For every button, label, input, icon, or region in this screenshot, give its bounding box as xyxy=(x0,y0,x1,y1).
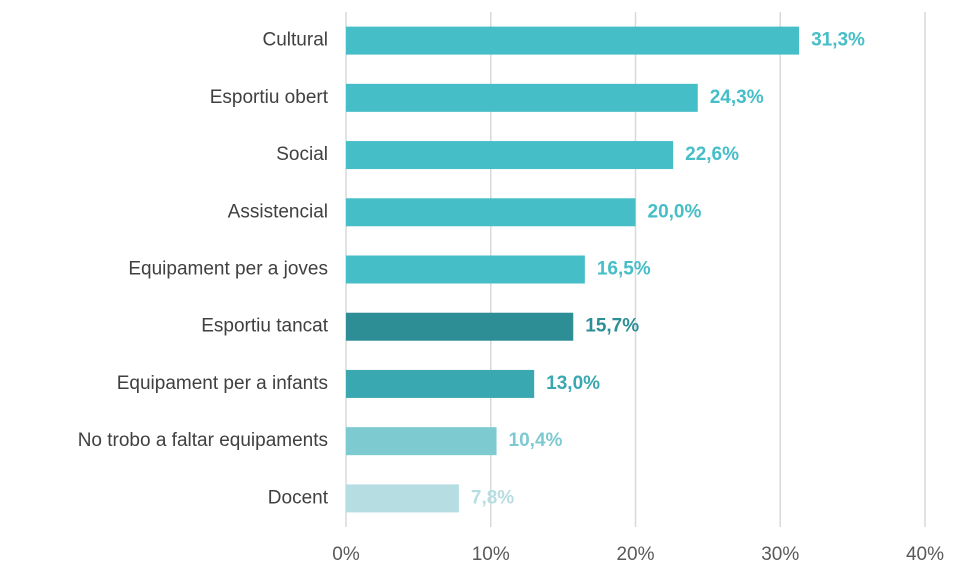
x-tick-label: 10% xyxy=(472,544,510,565)
data-label: 7,8% xyxy=(471,487,514,508)
data-label: 31,3% xyxy=(811,30,865,51)
data-label: 20,0% xyxy=(648,201,702,222)
y-tick-label: No trobo a faltar equipaments xyxy=(78,430,328,451)
x-tick-label: 40% xyxy=(906,544,944,565)
bar xyxy=(346,198,636,227)
bar xyxy=(346,427,497,456)
x-tick-label: 20% xyxy=(616,544,654,565)
y-tick-label: Esportiu tancat xyxy=(201,316,328,337)
y-tick-label: Equipament per a joves xyxy=(128,259,328,280)
bar xyxy=(346,255,585,284)
x-tick-label: 0% xyxy=(332,544,360,565)
y-tick-label: Esportiu obert xyxy=(210,87,329,108)
data-label: 24,3% xyxy=(710,87,764,108)
bar xyxy=(346,26,800,55)
bar xyxy=(346,141,674,170)
data-label: 13,0% xyxy=(546,373,600,394)
data-label: 16,5% xyxy=(597,259,651,280)
y-tick-label: Social xyxy=(276,144,328,165)
data-label: 22,6% xyxy=(685,144,739,165)
data-label: 15,7% xyxy=(585,316,639,337)
data-label: 10,4% xyxy=(509,430,563,451)
y-tick-label: Assistencial xyxy=(228,201,328,222)
bar xyxy=(346,484,459,513)
y-tick-label: Equipament per a infants xyxy=(117,373,328,394)
x-tick-label: 30% xyxy=(761,544,799,565)
bar xyxy=(346,369,535,398)
bar xyxy=(346,83,698,112)
y-tick-label: Cultural xyxy=(263,30,328,51)
y-tick-label: Docent xyxy=(268,487,329,508)
bar xyxy=(346,312,574,341)
